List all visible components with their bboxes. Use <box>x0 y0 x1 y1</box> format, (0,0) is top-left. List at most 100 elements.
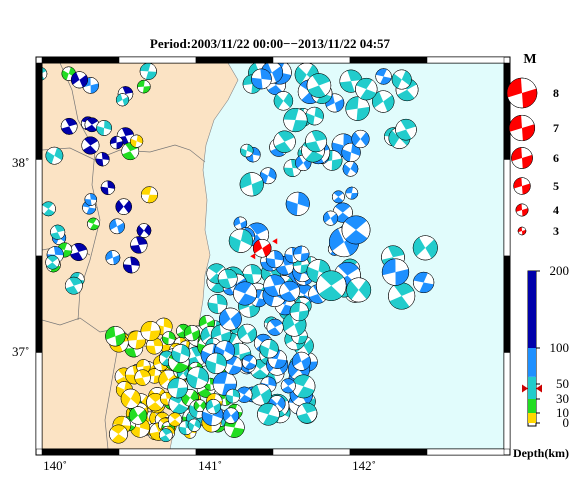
magnitude-legend-label-3: 3 <box>553 224 559 238</box>
focal-mechanism-322 <box>341 215 371 245</box>
depth-band-1 <box>528 399 536 413</box>
depth-band-2 <box>528 376 536 399</box>
focal-mechanism-38 <box>127 330 147 350</box>
magnitude-legend-ball-7 <box>508 114 536 142</box>
focal-mechanism-275 <box>105 250 121 266</box>
frame-tick-left <box>35 352 43 450</box>
focal-mechanism-58 <box>109 424 128 444</box>
depth-tick-30: 30 <box>556 391 569 406</box>
frame-tick-bottom <box>349 448 428 456</box>
focal-mechanism-295 <box>109 135 124 150</box>
focal-mechanism-227 <box>295 154 312 172</box>
focal-mechanism-274 <box>355 77 378 101</box>
lat-label-38: 38˚ <box>12 155 29 170</box>
focal-mechanism-321 <box>381 258 410 286</box>
focal-mechanism-290 <box>109 218 125 235</box>
highlight-pointer-right <box>272 238 278 245</box>
focal-mechanism-324 <box>413 271 435 294</box>
focal-mechanism-214 <box>259 167 277 185</box>
frame-tick-bottom <box>118 448 197 456</box>
focal-mechanism-279 <box>81 136 100 155</box>
focal-mechanism-216 <box>265 250 284 269</box>
focal-mechanism-299 <box>42 201 56 217</box>
focal-mechanism-192 <box>205 352 227 374</box>
frame-tick-top <box>272 56 351 64</box>
focal-mechanism-199 <box>233 281 258 306</box>
focal-mechanism-184 <box>289 302 309 322</box>
focal-mechanism-230 <box>240 143 254 158</box>
depth-band-3 <box>528 348 536 377</box>
focal-mechanism-304 <box>130 134 144 148</box>
focal-mechanism-63 <box>105 326 126 347</box>
magnitude-legend-label-8: 8 <box>553 86 559 100</box>
focal-mechanism-303 <box>45 146 64 165</box>
focal-mechanism-249 <box>273 130 296 153</box>
focal-mechanism-312 <box>96 120 112 136</box>
highlight-pointer-left <box>250 253 256 260</box>
frame-tick-left <box>35 159 43 257</box>
lat-axis-labels: 38˚ 37˚ <box>12 155 29 359</box>
focal-mechanism-270 <box>305 130 327 153</box>
lon-label-140: 140˚ <box>43 458 67 473</box>
focal-mechanism-242 <box>293 245 310 262</box>
frame-tick-right <box>503 62 511 160</box>
focal-mechanism-175 <box>217 268 238 289</box>
focal-mechanism-323 <box>412 235 438 261</box>
focal-mechanism-118 <box>186 366 209 389</box>
focal-mechanism-314 <box>137 79 151 94</box>
focal-mechanism-293 <box>130 236 148 254</box>
magnitude-legend-label-7: 7 <box>553 121 559 135</box>
focal-mechanism-119 <box>158 428 173 443</box>
frame-tick-left <box>35 62 43 160</box>
focal-mechanism-127 <box>242 264 263 285</box>
focal-mechanism-243 <box>323 210 339 226</box>
depth-band-0 <box>528 413 536 423</box>
magnitude-legend-label-5: 5 <box>553 179 559 193</box>
frame-tick-bottom <box>272 448 351 456</box>
frame-tick-left <box>35 255 43 353</box>
focal-mechanism-53 <box>134 369 151 386</box>
magnitude-legend-items: 8 7 6 5 4 3 <box>506 77 559 238</box>
focal-mechanism-317 <box>316 270 347 301</box>
frame-tick-right <box>503 255 511 353</box>
focal-mechanism-289 <box>69 242 88 261</box>
focal-mechanism-68 <box>140 321 161 341</box>
focal-mechanism-198 <box>259 339 279 359</box>
focal-mechanism-185 <box>257 403 280 426</box>
highlight-focal-mechanism <box>252 239 272 258</box>
focal-mechanism-61 <box>146 393 165 412</box>
focal-mechanism-311 <box>70 71 88 89</box>
focal-mechanism-278 <box>115 198 132 215</box>
focal-mechanism-190 <box>222 407 240 424</box>
depth-tick-50: 50 <box>556 376 569 391</box>
map-title: Period:2003/11/22 00:00−−2013/11/22 04:5… <box>149 36 391 51</box>
focal-mechanism-187 <box>296 402 318 424</box>
magnitude-legend: M 8 7 6 5 4 3 <box>506 52 559 238</box>
depth-colorbar <box>528 271 536 423</box>
frame-tick-top <box>41 56 120 64</box>
focal-mechanism-204 <box>345 186 359 200</box>
focal-mechanism-228 <box>331 190 345 204</box>
focal-mechanism-168 <box>291 374 316 399</box>
focal-mechanism-59 <box>120 388 141 409</box>
focal-mechanism-239 <box>228 228 253 253</box>
focal-mechanism-298 <box>139 63 157 80</box>
focal-mechanism-106 <box>167 377 188 399</box>
lon-label-142: 142˚ <box>352 458 376 473</box>
focal-mechanism-226 <box>239 172 264 197</box>
focal-mechanism-310 <box>45 255 60 270</box>
frame-tick-top <box>349 56 428 64</box>
focal-mechanism-277 <box>87 217 100 231</box>
focal-mechanism-267 <box>283 107 308 133</box>
lat-label-37: 37˚ <box>12 344 29 359</box>
focal-mechanism-269 <box>375 68 392 85</box>
frame-ticks <box>35 56 511 456</box>
focal-mechanism-263 <box>391 69 412 90</box>
focal-mechanism-313 <box>84 193 98 206</box>
focal-mechanism-67 <box>161 331 176 346</box>
focal-mechanism-90 <box>167 412 183 427</box>
focal-mechanism-273 <box>351 129 370 149</box>
focal-mechanism-179 <box>266 318 284 336</box>
